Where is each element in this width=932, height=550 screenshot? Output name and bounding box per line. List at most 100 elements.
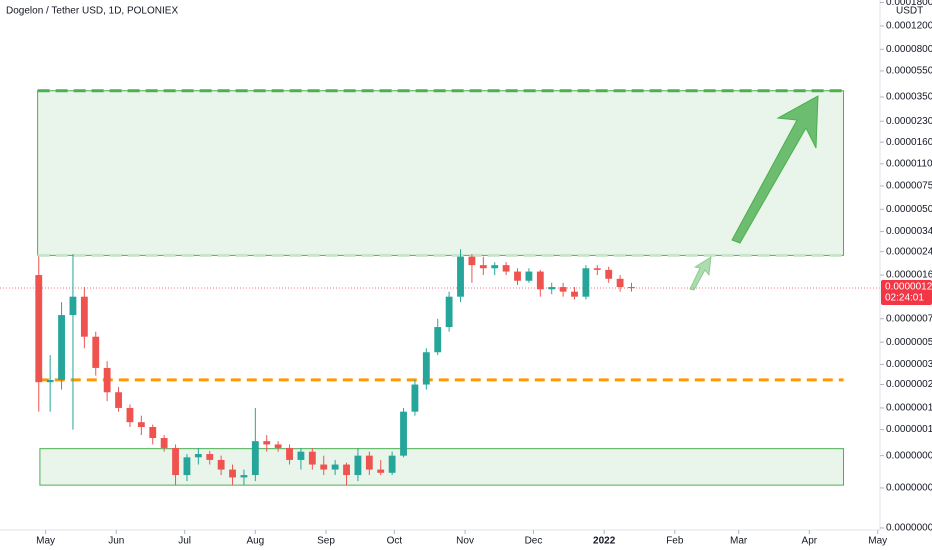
candle-body — [365, 455, 373, 470]
candle-body — [80, 296, 88, 337]
big-arrow — [731, 95, 819, 244]
x-tick-label: Feb — [666, 536, 684, 547]
marks — [35, 249, 635, 486]
candle-body — [422, 352, 430, 385]
candle-body — [548, 287, 556, 290]
candle-body — [274, 444, 282, 448]
candle-body — [331, 464, 339, 470]
candle-body — [400, 411, 407, 456]
x-tick-label: Jul — [178, 536, 191, 547]
y-tick-label: 0.00000075 — [886, 313, 932, 324]
candle-body — [308, 451, 316, 465]
candle-body — [263, 441, 271, 445]
candle-body — [457, 256, 464, 297]
candle-body — [240, 475, 248, 478]
candle-body — [229, 469, 236, 478]
candle-body — [525, 271, 533, 281]
candle-body — [388, 455, 396, 473]
x-tick-label: Nov — [456, 536, 474, 547]
y-tick-label: 0.00000011 — [886, 424, 932, 435]
candle-body — [297, 451, 305, 460]
candle-body — [354, 455, 362, 476]
x-tick-label: May — [36, 536, 55, 547]
y-tick-label: 0.00000007 — [886, 450, 932, 461]
candle-body — [286, 447, 293, 460]
candle-body — [149, 427, 157, 439]
zones — [0, 89, 880, 486]
x-tick-label: Mar — [730, 536, 748, 547]
x-tick-label: Dec — [525, 536, 543, 547]
candle-body — [217, 459, 225, 470]
candle-body — [514, 271, 521, 281]
candle-body — [559, 287, 567, 292]
candle-body — [616, 278, 624, 288]
x-tick-label: 2022 — [593, 536, 616, 547]
candle-body — [69, 296, 77, 316]
candle-body — [536, 271, 544, 290]
candle-body — [92, 336, 100, 368]
x-tick-label: Jun — [108, 536, 124, 547]
candle-body — [468, 256, 476, 266]
x-tick-label: Aug — [246, 536, 264, 547]
y-tick-label: 0.00000024 — [886, 379, 932, 390]
y-axis-label: USDT — [896, 6, 923, 17]
candle-body — [491, 265, 499, 269]
candle-body — [137, 422, 145, 428]
candle-body — [320, 464, 328, 470]
candle-body — [206, 454, 214, 460]
candle-body — [628, 287, 635, 289]
candle-body — [445, 296, 453, 328]
small-arrow — [689, 256, 712, 291]
candle-body — [126, 407, 134, 423]
candle-body — [377, 469, 385, 473]
candle-body — [160, 438, 168, 448]
candle-body — [582, 268, 590, 297]
candle-body — [58, 315, 65, 380]
y-tick-label: 0.00000004 — [886, 483, 932, 494]
candle-body — [194, 454, 202, 458]
candle-body — [593, 268, 601, 270]
candle-body — [172, 447, 179, 476]
y-tick-label: 0.00000002 — [886, 523, 932, 534]
x-tick-label: Apr — [802, 536, 818, 547]
candle-body — [251, 441, 259, 476]
x-tick-label: May — [868, 536, 887, 547]
x-tick-label: Oct — [387, 536, 403, 547]
zone — [39, 448, 845, 486]
candle-body — [343, 464, 350, 476]
candle-body — [434, 327, 442, 353]
y-tick-label: 0.00000034 — [886, 359, 932, 370]
y-tick-label: 0.00000016 — [886, 403, 932, 414]
candle-body — [103, 367, 111, 393]
candle-body — [571, 291, 578, 297]
countdown-label: 02:24:01 — [885, 293, 924, 304]
zone — [37, 90, 845, 256]
last-price-box — [881, 279, 932, 305]
candle-body — [605, 269, 613, 279]
candle-body — [35, 275, 43, 383]
candle-body — [502, 265, 510, 272]
x-tick-label: Sep — [317, 536, 335, 547]
candle-body — [46, 379, 54, 383]
candle-body — [411, 384, 419, 412]
candle-body — [479, 265, 487, 269]
candle-body — [183, 457, 191, 476]
chart-title: Dogelon / Tether USD, 1D, POLONIEX — [6, 6, 178, 17]
candle-body — [115, 392, 122, 408]
